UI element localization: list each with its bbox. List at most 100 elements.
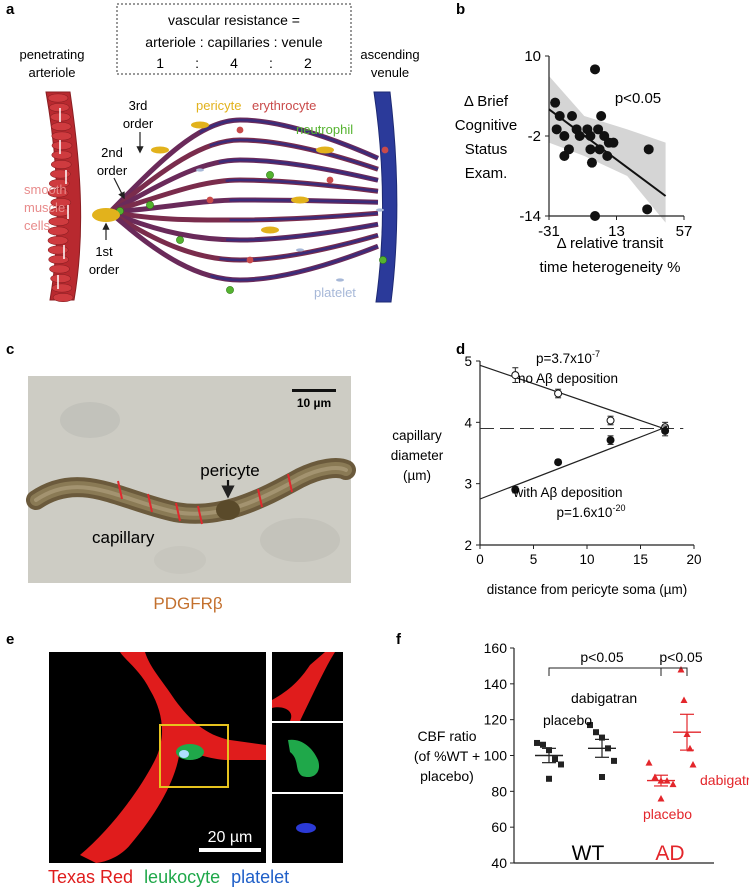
- panel-a: a vascular resistance = arteriole : capi…: [6, 1, 420, 303]
- capillary-branch-venous: [109, 198, 379, 214]
- d-ylabel-3: (µm): [403, 468, 431, 483]
- panel-e: e 20 µm Texas Red leukocyte platelet: [6, 631, 343, 887]
- panel-c: c 10 µm pericyte capillary PDGFRβ: [6, 341, 356, 613]
- data-point: [558, 761, 564, 768]
- data-point: [593, 124, 604, 135]
- fit-line: [479, 426, 668, 500]
- f-wt-placebo-label: placebo: [543, 712, 592, 728]
- y-tick-label: 3: [464, 477, 472, 492]
- legend-platelet: platelet: [231, 867, 289, 887]
- comparison-bracket: [660, 667, 688, 676]
- diameter-tick: [117, 480, 123, 500]
- data-point: [606, 436, 615, 445]
- b-xlabel-2: time heterogeneity %: [540, 259, 681, 276]
- y-tick-label: 120: [484, 712, 508, 728]
- panel-c-letter: c: [6, 341, 14, 358]
- neutrophil-cell: [226, 286, 234, 294]
- vascular-network-illustration: [45, 91, 398, 303]
- smooth-muscle-cell: [50, 198, 72, 208]
- d-p-bottom: p=1.6x10-20: [557, 503, 626, 520]
- neutrophil-cell: [146, 201, 154, 209]
- platelet-cell: [336, 278, 344, 282]
- legend-texas-red: Texas Red: [48, 867, 133, 887]
- y-tick-label: 5: [464, 354, 472, 369]
- data-point: [511, 371, 520, 380]
- scalebar-e-label: 20 µm: [208, 829, 253, 846]
- resistance-line-1: vascular resistance =: [168, 12, 300, 28]
- e-legend: Texas Red leukocyte platelet: [48, 867, 289, 887]
- data-point: [594, 144, 605, 155]
- background-blob: [60, 402, 120, 438]
- zoom-box: [159, 724, 229, 788]
- panel-d: d capillary diameter (µm) 5 4 3 20 5 10 15 20 p…: [391, 341, 702, 597]
- x-tick-label: 13: [608, 223, 625, 240]
- flow-arrows: [57, 108, 69, 289]
- erythrocyte-cell: [381, 146, 389, 154]
- data-point: [585, 131, 596, 141]
- data-point: [585, 144, 596, 155]
- pericyte-label: pericyte: [196, 98, 242, 113]
- d-p-top: p=3.7x10-7: [536, 349, 600, 366]
- panel-f: f CBF ratio (of %WT + placebo) 160 140 120…: [396, 631, 749, 871]
- smooth-muscle-label-3: cells: [24, 218, 51, 233]
- smooth-muscle-cell: [51, 150, 73, 160]
- smooth-muscle-cell: [47, 188, 69, 198]
- blood-cells: [116, 121, 389, 294]
- x-tick-label: 0: [476, 552, 484, 567]
- legend-leukocyte: leukocyte: [144, 867, 220, 887]
- smooth-muscle-cell: [47, 236, 69, 246]
- diameter-tick: [197, 505, 203, 525]
- f-ylabel-2: (of %WT +: [414, 748, 480, 764]
- capillary-branch-venous: [109, 178, 379, 214]
- capillary-branch-venous: [109, 158, 379, 214]
- data-point: [550, 97, 561, 108]
- data-point: [593, 729, 599, 736]
- smooth-muscle-cell: [51, 141, 73, 151]
- f-ad-placebo-label: placebo: [643, 806, 692, 822]
- first-order-label-1: 1st: [95, 244, 113, 259]
- y-tick-label: 4: [464, 415, 472, 430]
- diameter-tick: [175, 502, 181, 522]
- capillary-branch-venous: [109, 118, 379, 213]
- fit-line: [479, 364, 668, 431]
- b-ylabel-2: Cognitive: [455, 117, 518, 134]
- capillary-micro-label: capillary: [92, 528, 155, 547]
- data-point: [611, 757, 617, 764]
- data-point: [643, 144, 654, 155]
- smooth-muscle-cell: [48, 103, 70, 113]
- green-channel-signal: [288, 739, 320, 778]
- data-point: [574, 131, 585, 141]
- smooth-muscle-cell: [51, 131, 73, 141]
- pericyte-cell: [151, 146, 169, 154]
- smooth-muscle-cell: [50, 122, 72, 132]
- data-point: [554, 389, 563, 398]
- background-blob: [154, 546, 206, 574]
- data-point: [590, 64, 601, 75]
- erythrocyte-cell: [206, 196, 214, 204]
- data-point: [552, 756, 558, 763]
- data-point: [546, 775, 552, 782]
- data-point: [645, 759, 653, 766]
- smooth-muscle-cell: [52, 292, 74, 302]
- diameter-markers: [117, 473, 293, 525]
- data-point: [551, 124, 562, 135]
- data-point: [602, 151, 613, 161]
- ascending-label-2: venule: [371, 65, 409, 80]
- y-tick-label: 2: [464, 538, 472, 553]
- second-order-label-2: order: [97, 163, 128, 178]
- data-point: [642, 204, 653, 215]
- chart-f: 160 140 120 100 80 60 40 p<0.05 p<0.05: [484, 640, 714, 871]
- f-pvalue-2: p<0.05: [659, 649, 702, 665]
- ascending-venule: [373, 91, 398, 303]
- erythrocyte-cell: [236, 126, 244, 134]
- neutrophil-cell: [379, 256, 387, 264]
- smooth-muscle-label-1: smooth: [24, 182, 67, 197]
- x-tick-label: 10: [579, 552, 594, 567]
- data-point: [677, 666, 685, 673]
- platelet-cell: [196, 168, 204, 172]
- y-tick-label: 60: [491, 819, 507, 835]
- smooth-muscle-cell: [50, 273, 71, 283]
- data-point: [680, 696, 688, 703]
- comparison-bracket: [548, 667, 662, 676]
- pericyte-soma: [216, 500, 240, 520]
